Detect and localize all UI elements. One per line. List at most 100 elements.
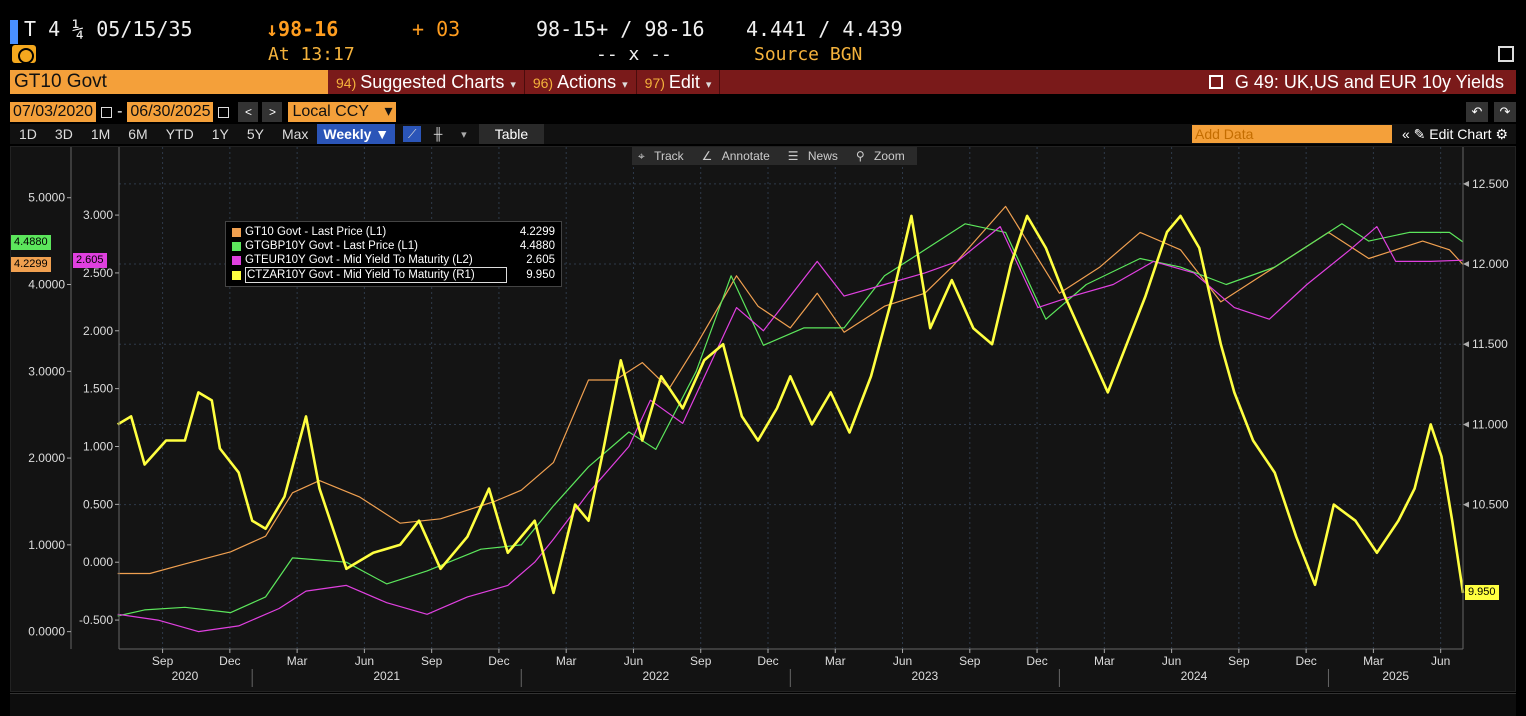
add-data-input[interactable]: Add Data [1192,125,1392,143]
axis-l1-tick-label: 4.0000 [28,278,65,292]
x-month-label: Sep [690,654,712,668]
legend-value: 4.4880 [519,240,555,252]
track-label: Track [654,149,684,163]
caret-down-icon[interactable]: ▾ [461,128,467,141]
axis-l2-tick-label: 0.500 [83,497,113,511]
legend-swatch [232,255,241,265]
x-month-label: Dec [757,654,778,668]
period-ytd[interactable]: YTD [165,126,194,142]
period-3d[interactable]: 3D [54,126,73,142]
period-6m[interactable]: 6M [128,126,148,142]
zoom-tool[interactable]: ⚲ Zoom [850,147,917,165]
external-link-icon [1208,74,1223,89]
currency-value: Local CCY [292,103,369,120]
axis-r1-tick-label: 11.500 [1472,337,1508,351]
period-1m[interactable]: 1M [90,126,111,142]
table-button[interactable]: Table [478,124,545,144]
calendar-icon[interactable] [101,106,113,118]
axis-r1-tick-label: 12.500 [1472,177,1509,191]
security-box[interactable]: GT10 Govt [10,70,328,94]
chart-tools: ⌖ Track ∠ Annotate ☰ News ⚲ Zoom [632,147,917,165]
last-value-tag: 9.950 [1465,584,1499,600]
calendar-icon[interactable] [218,106,230,118]
next-period-button[interactable]: > [262,102,283,122]
legend-name: GTGBP10Y Govt - Last Price (L1) [245,240,418,252]
x-month-label: Mar [1094,654,1115,668]
chart-area[interactable]: 0.0000 1.0000 2.0000 3.0000 4.0000 5.0000 -0.5… [10,146,1516,692]
last-value-tag: 4.2299 [11,256,51,272]
frequency-select[interactable]: Weekly ▼ [317,124,396,144]
axis-tick [1463,261,1469,268]
news-label: News [807,149,838,163]
line-chart-icon[interactable]: ⟋ [403,126,422,142]
axis-l1-tick-label: 0.0000 [28,625,65,639]
axis-l2-tick-label: 1.000 [83,440,113,454]
axis-l1-tick-label: 5.0000 [28,191,65,205]
period-1d[interactable]: 1D [19,126,37,142]
currency-select[interactable]: Local CCY ▾ [288,102,397,122]
annotate-tool[interactable]: ∠ Annotate [696,147,782,165]
ticker-marker [10,20,18,44]
start-date-input[interactable]: 07/03/2020 [10,102,97,122]
axis-l2-tick-label: 1.500 [83,382,113,396]
x-month-label: Sep [152,654,174,668]
date-range-bar: 07/03/2020 - 06/30/2025 < > Local CCY ▾ ↶… [10,102,1516,122]
graph-title[interactable]: G 49: UK,US and EUR 10y Yields [1208,72,1516,93]
x-month-label: Dec [1026,654,1047,668]
last-value-tag: 2.605 [73,252,107,268]
x-year-label: 2022 [642,669,669,683]
caret-down-icon: ▾ [705,79,712,91]
axis-tick [1463,180,1469,187]
actions-menu[interactable]: 96) Actions ▾ [525,70,637,94]
chart-legend[interactable]: GT10 Govt - Last Price (L1) 4.2299 GTGBP… [225,221,562,287]
news-tool[interactable]: ☰ News [782,147,850,165]
legend-value: 9.950 [526,269,555,281]
resize-icon[interactable] [1498,46,1514,62]
edit-menu[interactable]: 97) Edit ▾ [637,70,721,94]
axis-l2-tick-label: 2.000 [83,324,113,338]
track-tool[interactable]: ⌖ Track [632,147,696,165]
gauge-icon[interactable] [12,45,36,64]
legend-item[interactable]: GTGBP10Y Govt - Last Price (L1) 4.4880 [232,239,555,253]
suggested-charts-menu[interactable]: 94) Suggested Charts ▾ [328,70,525,94]
legend-item[interactable]: GTEUR10Y Govt - Mid Yield To Maturity (L… [232,253,555,267]
prev-period-button[interactable]: < [238,102,259,122]
bar-chart-icon[interactable]: ╫ [433,127,443,141]
function-toolbar: GT10 Govt 94) Suggested Charts ▾ 96) Action… [10,70,1516,94]
period-1y[interactable]: 1Y [211,126,229,142]
ticker: T 4 ¼ 05/15/35 [24,17,193,41]
redo-icon[interactable]: ↷ [1494,102,1516,122]
bid-ask: 98-15+ / 98-16 [536,17,705,41]
period-bar: 1D 3D 1M 6M YTD 1Y 5Y Max Weekly ▼ ⟋ ╫ ▾… [10,124,1516,144]
legend-value: 2.605 [526,254,555,266]
period-5y[interactable]: 5Y [246,126,264,142]
x-month-label: Dec [219,654,240,668]
undo-icon[interactable]: ↶ [1466,102,1488,122]
axis-l1-tick-label: 3.0000 [28,364,65,378]
x-month-label: Jun [355,654,374,668]
axis-l1-tick-label: 1.0000 [28,538,65,552]
legend-item[interactable]: CTZAR10Y Govt - Mid Yield To Maturity (R… [232,267,555,283]
legend-item[interactable]: GT10 Govt - Last Price (L1) 4.2299 [232,225,555,239]
x-month-label: Jun [624,654,643,668]
legend-swatch [232,270,241,280]
axis-l1-tick-label: 2.0000 [28,451,65,465]
last-price: ↓98-16 [266,17,339,41]
end-date-input[interactable]: 06/30/2025 [127,102,214,122]
edit-chart-button[interactable]: « ✎ Edit Chart ⚙ [1402,125,1508,142]
menu-label: Actions [557,72,617,92]
zoom-label: Zoom [874,149,905,163]
menu-number: 94) [336,75,357,91]
menu-number: 97) [644,75,665,91]
caret-down-icon: ▾ [510,79,516,91]
x-month-label: Mar [556,654,577,668]
x-month-label: Mar [825,654,846,668]
bid-ask-size: -- x -- [596,44,672,65]
period-max[interactable]: Max [281,126,309,142]
x-month-label: Dec [1295,654,1316,668]
pricing-source: Source BGN [754,44,863,65]
x-month-label: Sep [959,654,981,668]
x-month-label: Sep [1228,654,1250,668]
date-separator: - [117,103,123,120]
x-month-label: Dec [488,654,509,668]
